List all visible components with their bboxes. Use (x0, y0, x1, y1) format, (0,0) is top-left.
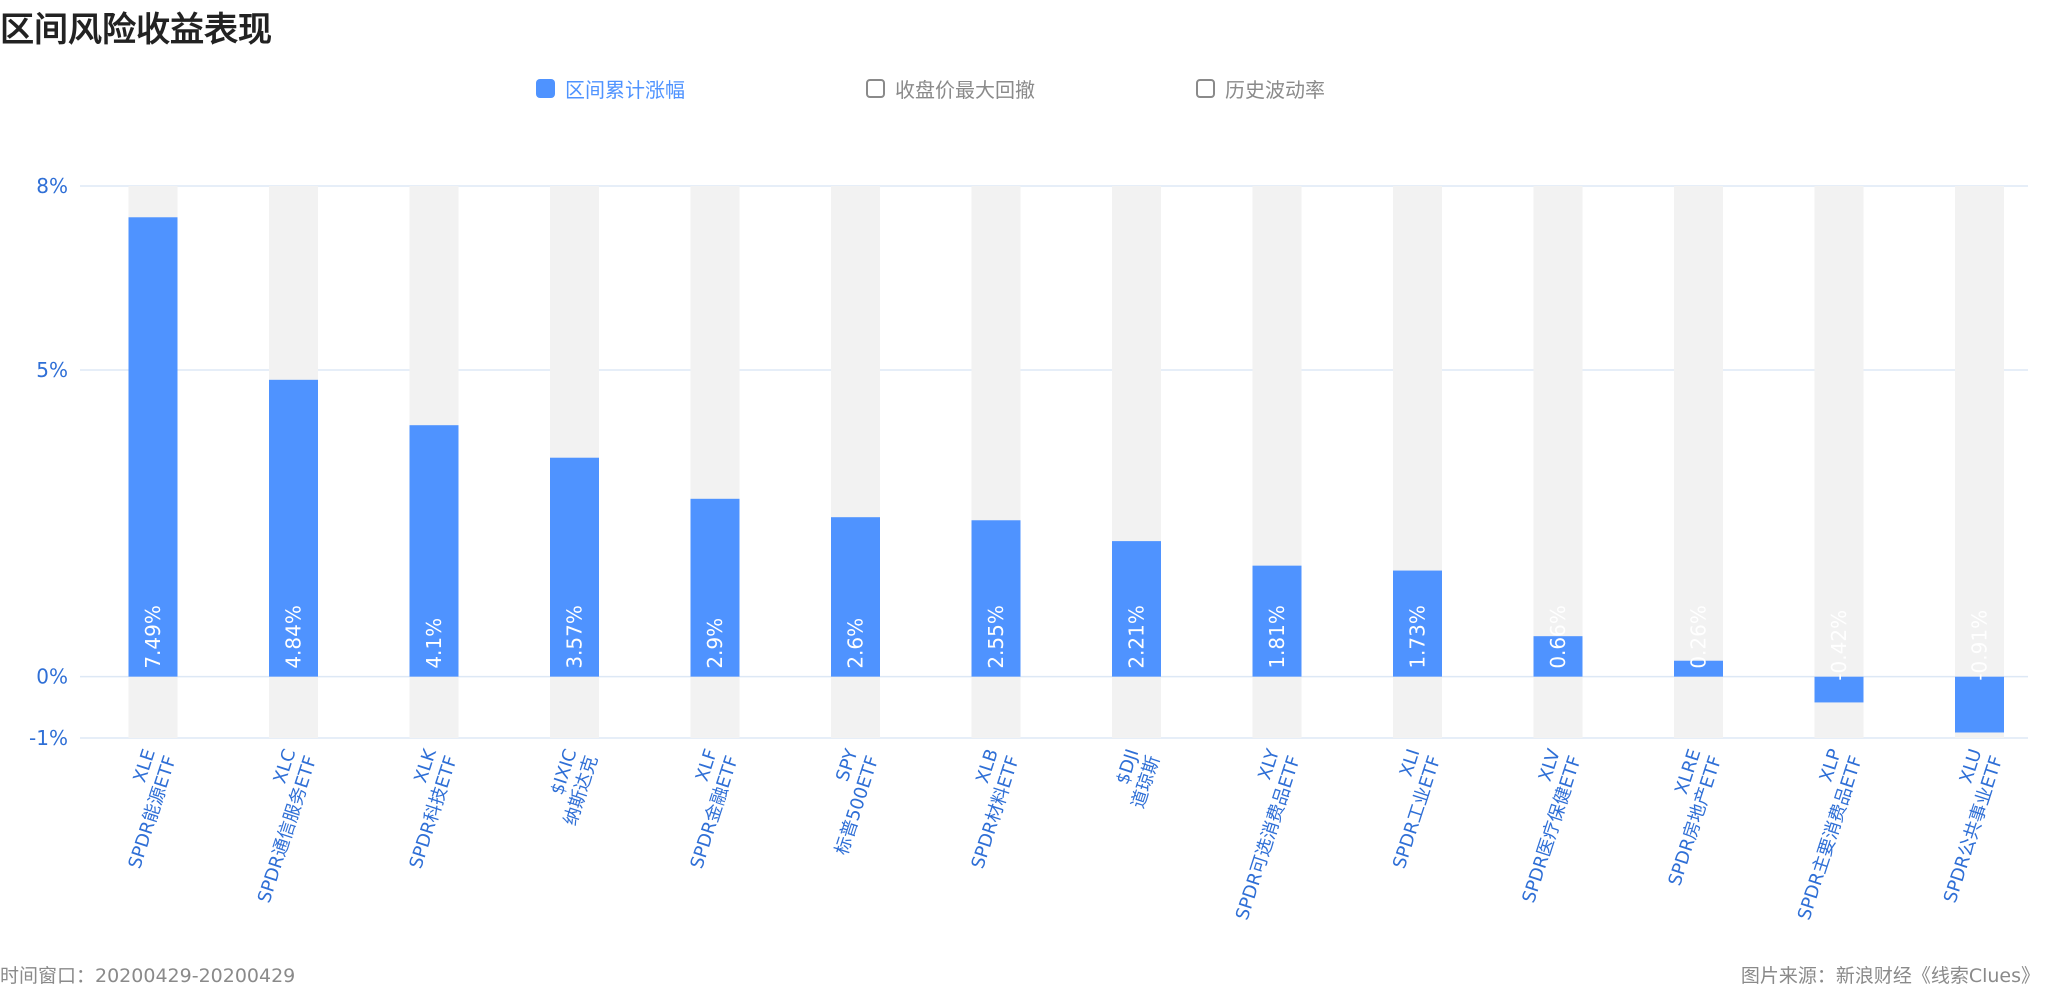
value-label: 0.26% (1687, 605, 1711, 669)
value-label: 2.55% (984, 605, 1008, 669)
bar-XLY[interactable] (1252, 565, 1302, 677)
legend-item-volatility[interactable]: 历史波动率 (1196, 74, 1325, 103)
y-tick-label: -1% (29, 726, 68, 750)
legend-checkbox-checked-icon[interactable] (536, 79, 555, 98)
bar-XLI[interactable] (1393, 570, 1442, 677)
bar-background (1955, 186, 2004, 738)
legend-item-max-drawdown[interactable]: 收盘价最大回撤 (866, 74, 1035, 103)
chart-title: 区间风险收益表现 (0, 10, 272, 50)
bar-XLV[interactable] (1533, 636, 1583, 677)
bar-layer (128, 217, 2004, 733)
bar-XLP[interactable] (1814, 676, 1864, 703)
value-label: 2.9% (703, 618, 727, 669)
value-label-layer: 7.49% 4.84% 4.1% 3.57% 2.9% 2.6% 2.55% 2.21% 1.8… (141, 605, 1992, 681)
legend-label: 区间累计涨幅 (565, 78, 685, 102)
y-tick-label: 0% (36, 665, 68, 689)
value-label: 2.6% (844, 618, 868, 669)
bar-XLK[interactable] (409, 425, 459, 677)
bar-XLRE[interactable] (1674, 660, 1723, 677)
value-label: -0.42% (1827, 610, 1851, 681)
value-label: 1.73% (1406, 605, 1430, 669)
value-label: -0.91% (1968, 610, 1992, 681)
time-window-note: 时间窗口：20200429-20200429 (0, 965, 296, 987)
value-label: 4.84% (282, 605, 306, 669)
bar-XLF[interactable] (690, 498, 740, 677)
bar-XLB[interactable] (971, 520, 1021, 677)
y-tick-label: 5% (36, 358, 68, 382)
bar-XLE[interactable] (128, 217, 178, 677)
bar-XLC[interactable] (269, 379, 318, 677)
grid-layer: 8% 5% 0% -1% (29, 174, 2028, 750)
bar-background (1674, 186, 1723, 738)
value-label: 7.49% (141, 605, 165, 669)
bar-background (1814, 186, 1864, 738)
value-label: 3.57% (563, 605, 587, 669)
bar-$DJI[interactable] (1112, 541, 1161, 677)
legend-checkbox-unchecked-icon[interactable] (1196, 79, 1215, 98)
legend-label: 历史波动率 (1225, 78, 1325, 102)
bar-SPY[interactable] (831, 517, 880, 677)
legend-item-cumulative-return[interactable]: 区间累计涨幅 (536, 74, 685, 103)
legend-checkbox-unchecked-icon[interactable] (866, 79, 885, 98)
bar-$IXIC[interactable] (550, 457, 599, 677)
image-source-note: 图片来源：新浪财经《线索Clues》 (1740, 965, 2040, 987)
value-label: 2.21% (1125, 605, 1149, 669)
value-label: 4.1% (422, 618, 446, 669)
y-tick-label: 8% (36, 174, 68, 198)
value-label: 1.81% (1265, 605, 1289, 669)
value-label: 0.66% (1546, 605, 1570, 669)
bar-XLU[interactable] (1955, 676, 2004, 733)
legend-label: 收盘价最大回撤 (895, 78, 1035, 102)
legend: 区间累计涨幅 收盘价最大回撤 历史波动率 (0, 74, 2046, 104)
